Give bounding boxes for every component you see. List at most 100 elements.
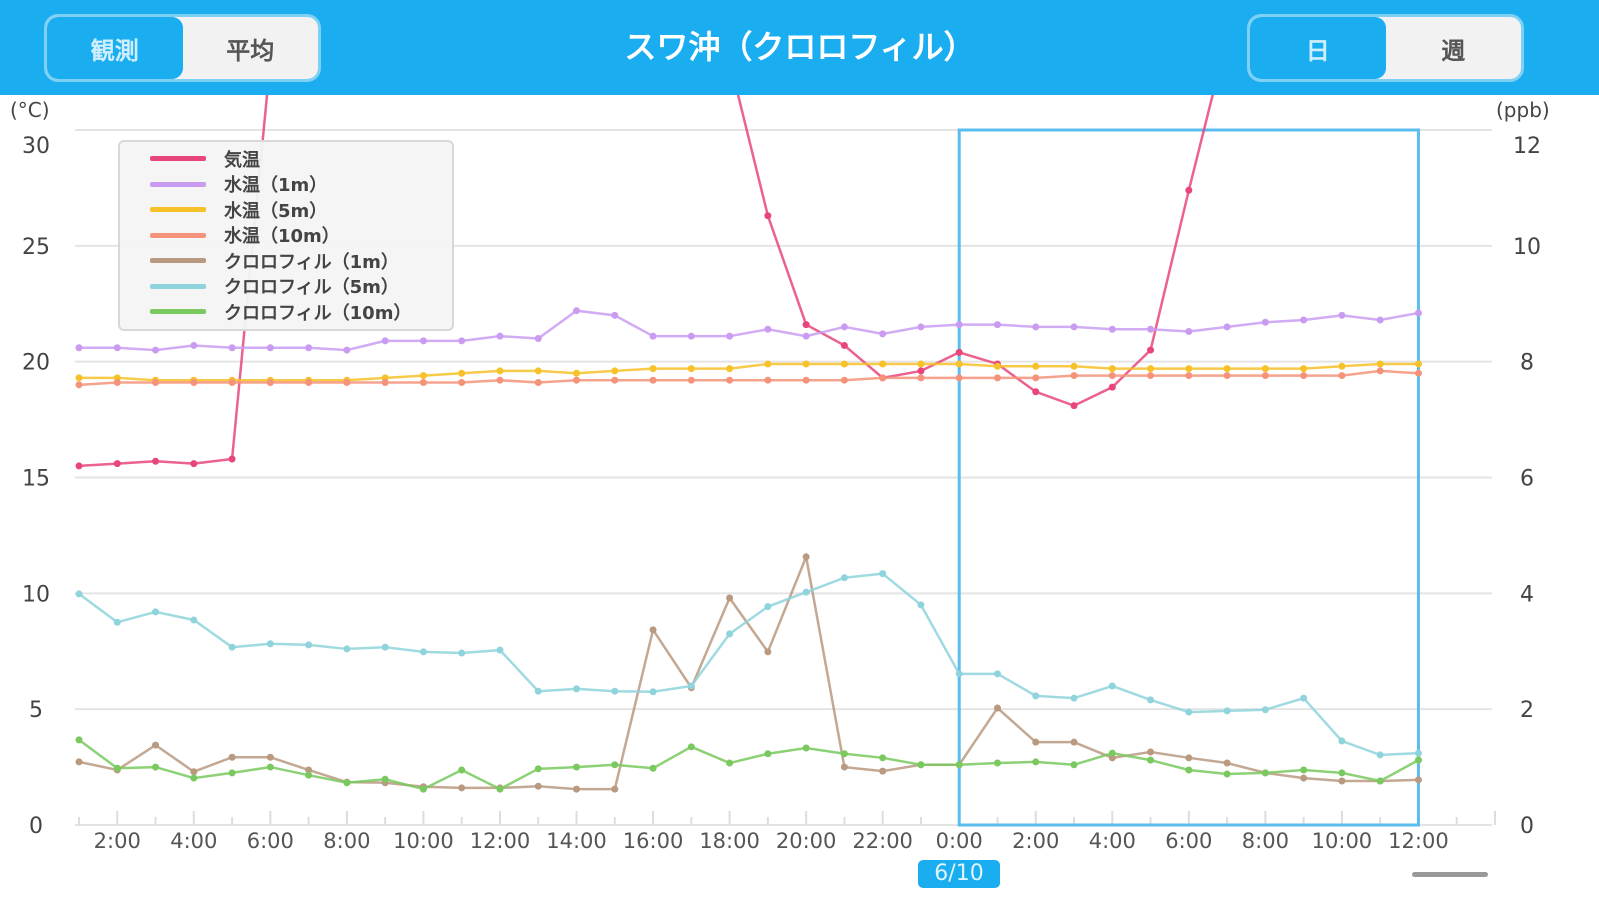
data-point-w5 (1338, 362, 1346, 370)
data-point-air (1300, 34, 1307, 41)
legend-swatch (150, 207, 206, 213)
data-point-w5 (993, 362, 1001, 370)
legend-label: クロロフィル（10m） (224, 302, 412, 324)
data-point-w1 (611, 311, 619, 319)
data-point-w1 (955, 321, 963, 329)
legend-item: クロロフィル（10m） (150, 299, 452, 325)
legend-swatch (150, 181, 206, 187)
data-point-c5 (802, 588, 810, 596)
period-day-button[interactable]: 日 (1250, 17, 1386, 79)
x-tick-label: 18:00 (699, 829, 760, 853)
data-point-w5 (649, 365, 657, 373)
data-point-w10 (190, 379, 198, 387)
data-point-c10 (75, 736, 83, 744)
mode-toggle: 観測 平均 (44, 14, 321, 82)
data-point-air (688, 34, 695, 41)
data-point-c1 (1185, 754, 1193, 762)
data-point-c10 (496, 785, 504, 793)
data-point-c10 (1261, 769, 1269, 777)
data-point-w1 (687, 332, 695, 340)
data-point-c1 (611, 785, 619, 793)
data-point-c1 (1414, 776, 1422, 784)
data-point-w5 (917, 360, 925, 368)
x-tick-label: 22:00 (852, 829, 913, 853)
data-point-w10 (1223, 372, 1231, 380)
period-week-button[interactable]: 週 (1441, 36, 1466, 65)
data-point-w5 (1261, 365, 1269, 373)
data-point-c1 (802, 553, 810, 561)
data-point-air (611, 34, 618, 41)
data-point-c1 (75, 758, 83, 766)
data-point-w5 (496, 367, 504, 375)
data-point-c5 (305, 641, 313, 649)
right-tick-label: 0 (1520, 814, 1534, 839)
app-header: 観測 平均 スワ沖（クロロフィル） 日 週 (0, 0, 1599, 95)
series-line-w10 (78, 369, 1419, 387)
data-point-air (650, 34, 657, 41)
data-point-w10 (802, 376, 810, 384)
left-tick-label: 0 (29, 814, 43, 839)
data-point-w5 (1185, 365, 1193, 373)
data-point-w5 (419, 372, 427, 380)
data-point-c10 (1070, 761, 1078, 769)
data-point-w10 (955, 374, 963, 382)
x-tick-label: 12:00 (470, 829, 531, 853)
data-point-c1 (266, 753, 274, 761)
left-axis-unit: (°C) (10, 98, 50, 122)
legend-label: 気温 (224, 149, 260, 171)
data-point-c1 (993, 704, 1001, 712)
data-point-air (75, 462, 83, 470)
data-point-c10 (649, 764, 657, 772)
data-point-c10 (802, 744, 810, 752)
horizontal-scrollbar[interactable] (1412, 872, 1488, 877)
data-point-w1 (1338, 311, 1346, 319)
mode-observed-button[interactable]: 観測 (47, 17, 183, 79)
data-point-w5 (879, 360, 887, 368)
legend-item: クロロフィル（5m） (150, 274, 452, 300)
selected-day-highlight (957, 128, 1420, 827)
data-point-c10 (1185, 766, 1193, 774)
data-point-w5 (802, 360, 810, 368)
data-point-air (458, 34, 465, 41)
x-tick-label: 4:00 (1089, 829, 1136, 853)
data-point-air (496, 34, 503, 41)
right-tick-label: 12 (1513, 134, 1541, 159)
x-tick-label: 6:00 (1165, 829, 1212, 853)
data-point-c10 (917, 761, 925, 769)
data-point-c1 (1070, 738, 1078, 746)
data-point-w10 (573, 376, 581, 384)
data-point-w5 (1414, 360, 1422, 368)
right-tick-label: 4 (1520, 582, 1534, 607)
data-point-c5 (687, 682, 695, 690)
data-point-w1 (1147, 325, 1155, 333)
data-point-c5 (726, 630, 734, 638)
legend-item: 水温（5m） (150, 197, 452, 223)
data-point-c5 (649, 688, 657, 696)
date-badge[interactable]: 6/10 (918, 860, 1000, 888)
data-point-air (1147, 346, 1155, 354)
data-point-w5 (1070, 362, 1078, 370)
data-point-w5 (1108, 365, 1116, 373)
data-point-air (1224, 34, 1231, 41)
data-point-air (955, 348, 963, 356)
left-tick-label: 30 (22, 134, 50, 159)
data-point-c5 (496, 646, 504, 654)
data-point-w1 (496, 332, 504, 340)
data-point-air (420, 34, 427, 41)
data-point-air (840, 341, 848, 349)
data-point-c5 (1147, 696, 1155, 704)
data-point-c5 (573, 685, 581, 693)
x-tick-label: 20:00 (776, 829, 837, 853)
data-point-w1 (305, 344, 313, 352)
data-point-w10 (1376, 367, 1384, 375)
data-point-c10 (381, 775, 389, 783)
data-point-w10 (228, 379, 236, 387)
legend-label: 水温（10m） (224, 226, 340, 248)
data-point-c10 (458, 766, 466, 774)
data-point-air (917, 367, 925, 375)
data-point-w1 (1185, 328, 1193, 336)
mode-average-button[interactable]: 平均 (226, 36, 275, 65)
data-point-w10 (381, 379, 389, 387)
data-point-w5 (611, 367, 619, 375)
